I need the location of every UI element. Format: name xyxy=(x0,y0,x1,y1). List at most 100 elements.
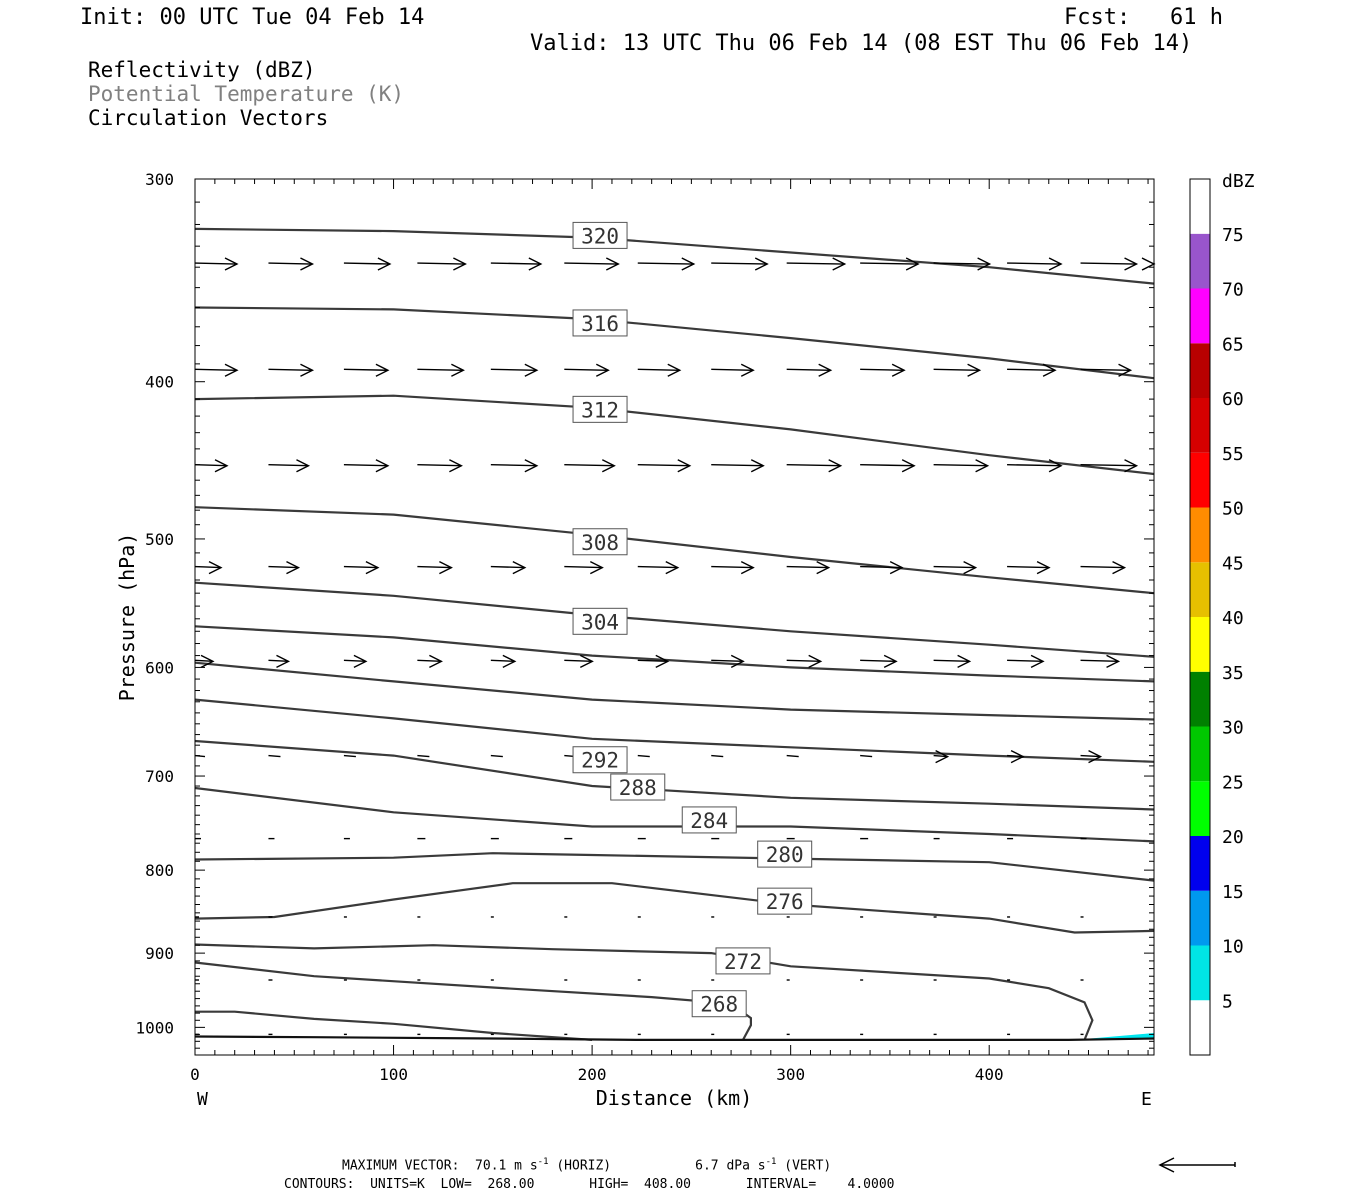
circulation-vector xyxy=(1080,363,1133,377)
contour-label-316: 316 xyxy=(581,312,619,336)
circulation-vector xyxy=(490,257,543,271)
circulation-vector xyxy=(860,754,873,758)
theta-contour-272 xyxy=(194,943,1094,1041)
x-tick-label: 100 xyxy=(379,1065,408,1084)
circulation-vector xyxy=(194,257,239,271)
y-tick-label: 300 xyxy=(145,170,174,189)
colorbar-frame xyxy=(1189,178,1211,1056)
circulation-vector xyxy=(786,560,831,575)
circulation-vector xyxy=(490,363,539,377)
theta-contour-280 xyxy=(194,852,1155,882)
circulation-vector xyxy=(564,459,616,473)
contour-label-box-272 xyxy=(715,947,771,975)
circulation-vector xyxy=(786,459,843,473)
theta-contour-264 xyxy=(195,1010,593,1041)
contour-label-320: 320 xyxy=(581,224,619,248)
circulation-vector xyxy=(1007,560,1051,575)
circulation-vector xyxy=(1080,459,1139,473)
circulation-vector xyxy=(490,654,517,668)
contour-label-308: 308 xyxy=(581,531,619,555)
circulation-vector xyxy=(933,257,992,271)
circulation-vector xyxy=(490,754,503,758)
colorbar-swatch xyxy=(1190,945,1210,1001)
colorbar: 5 10 15 20 25 30 35 40 45 50 55 60 65 70 75 xyxy=(1189,178,1244,1056)
contour-label-box-312 xyxy=(572,395,628,423)
colorbar-swatch xyxy=(1190,1000,1210,1055)
circulation-vector xyxy=(711,257,769,271)
circulation-vector xyxy=(268,654,291,668)
theta-contour-276 xyxy=(194,882,1155,934)
colorbar-level-label: 30 xyxy=(1222,718,1244,739)
circulation-vector xyxy=(1080,560,1127,575)
contour-label-304: 304 xyxy=(581,610,619,634)
contour-label-box-308 xyxy=(572,528,628,556)
circulation-vector xyxy=(1007,363,1057,377)
circulation-vector xyxy=(417,654,443,668)
contour-label-box-304 xyxy=(572,607,628,635)
circulation-vector xyxy=(268,257,315,271)
colorbar-level-label: 25 xyxy=(1222,772,1244,793)
colorbar-level-label: 15 xyxy=(1222,882,1244,903)
colorbar-level-label: 45 xyxy=(1222,553,1244,574)
y-axis-label: Pressure (hPa) xyxy=(115,533,139,702)
circulation-vector xyxy=(417,257,467,271)
theta-contour-288 xyxy=(194,739,1155,811)
contour-label-288: 288 xyxy=(619,776,657,800)
circulation-vector xyxy=(194,654,215,668)
circulation-vector xyxy=(268,363,315,377)
circulation-vector xyxy=(490,459,539,473)
circulation-vector xyxy=(637,257,696,271)
colorbar-swatch xyxy=(1190,507,1210,563)
circulation-vector xyxy=(786,754,799,758)
max-vector-line: MAXIMUM VECTOR: 70.1 m s-1 (HORIZ) 6.7 dP… xyxy=(342,1157,832,1174)
plot-frame xyxy=(194,178,1155,1056)
circulation-vector xyxy=(637,560,680,575)
field-reflectivity: Reflectivity (dBZ) xyxy=(88,58,316,82)
circulation-vector xyxy=(637,459,692,473)
terrain-line xyxy=(194,1035,1155,1042)
colorbar-swatch xyxy=(1190,562,1210,617)
circulation-vector xyxy=(786,654,823,668)
y-tick-label: 800 xyxy=(145,861,174,880)
y-tick-label: 500 xyxy=(145,530,174,549)
x-tick-label: 400 xyxy=(975,1065,1004,1084)
contour-label-box-268 xyxy=(691,990,747,1018)
theta-contour-316 xyxy=(194,306,1155,380)
colorbar-level-label: 5 xyxy=(1222,991,1233,1012)
circulation-vector xyxy=(417,459,463,473)
circulation-vector xyxy=(711,560,755,575)
circulation-vector xyxy=(1007,257,1063,271)
circulation-vector xyxy=(417,560,453,575)
circulation-vector xyxy=(711,459,765,473)
circulation-vector xyxy=(194,459,229,473)
circulation-vector xyxy=(860,459,916,473)
colorbar-level-label: 20 xyxy=(1222,827,1244,848)
circulation-vector xyxy=(1080,749,1103,764)
circulation-vector xyxy=(711,363,755,377)
x-tick-label: 0 xyxy=(190,1065,200,1084)
circulation-vector xyxy=(343,754,356,758)
colorbar-swatch xyxy=(1190,836,1210,891)
circulation-vector xyxy=(711,754,724,758)
circulation-vector xyxy=(1080,257,1139,271)
contour-info-line: CONTOURS: UNITS=K LOW= 268.00 HIGH= 408.… xyxy=(284,1177,895,1192)
colorbar-level-label: 75 xyxy=(1222,225,1244,246)
east-label: E xyxy=(1141,1089,1152,1110)
circulation-vector xyxy=(417,754,430,758)
plot-area xyxy=(195,179,1154,1055)
circulation-vector xyxy=(194,363,239,377)
x-tick-label: 200 xyxy=(578,1065,607,1084)
theta-contour-312 xyxy=(194,394,1155,476)
colorbar-level-label: 70 xyxy=(1222,280,1244,301)
circulation-vector xyxy=(268,459,311,473)
contour-label-box-292 xyxy=(572,746,628,774)
x-tick-label: 300 xyxy=(776,1065,805,1084)
colorbar-level-label: 50 xyxy=(1222,499,1244,520)
circulation-vector xyxy=(711,654,745,668)
init-time: Init: 00 UTC Tue 04 Feb 14 xyxy=(80,5,425,30)
circulation-vector xyxy=(860,363,906,377)
colorbar-swatch xyxy=(1190,179,1210,234)
colorbar-swatch xyxy=(1190,288,1210,344)
circulation-vector xyxy=(786,363,833,377)
